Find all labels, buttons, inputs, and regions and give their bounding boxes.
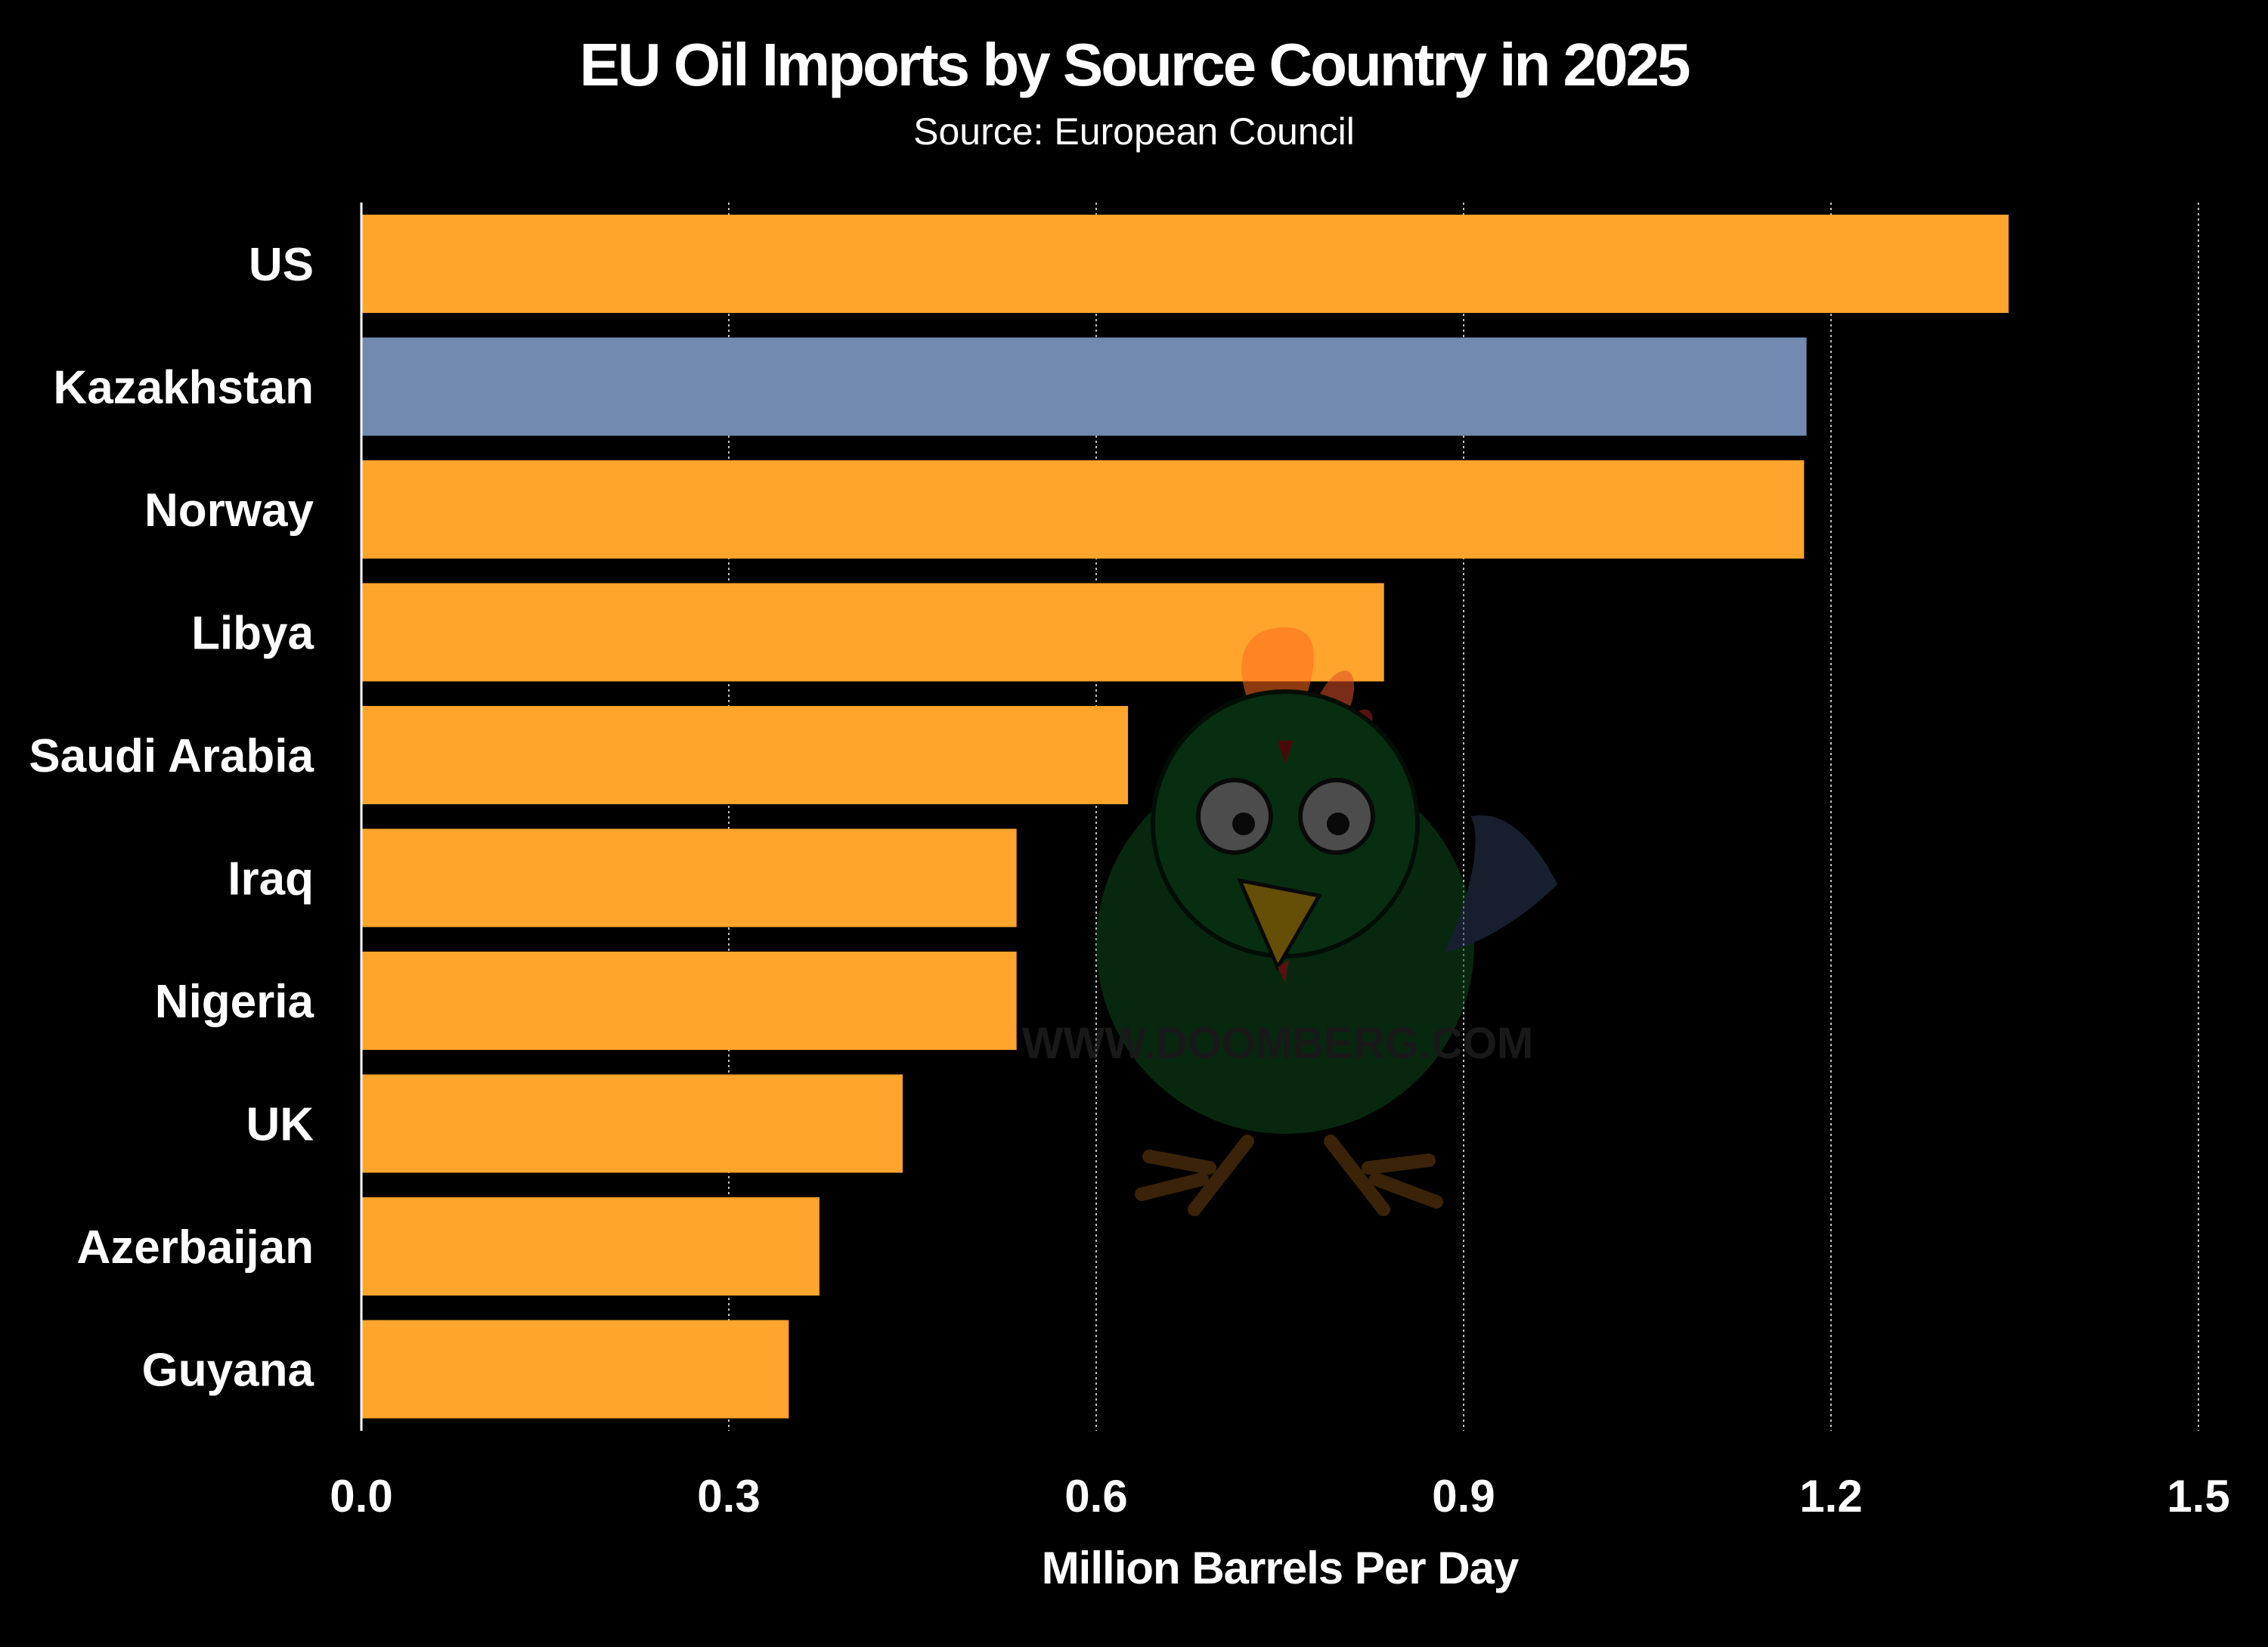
category-label: US [249,239,314,291]
bar-us [361,215,2009,313]
bar-saudi-arabia [361,706,1129,804]
category-label: Guyana [142,1345,314,1397]
x-tick-label: 0.9 [1432,1471,1495,1522]
bar-nigeria [361,952,1017,1050]
x-tick-label: 0.0 [330,1471,392,1522]
x-tick-label: 0.6 [1064,1471,1127,1522]
bar-kazakhstan [361,337,1807,436]
bars [361,215,2009,1419]
bar-guyana [361,1320,789,1419]
chicken-mascot-icon: WWW.DOOMBERG.COM [1022,627,1557,1216]
bar-libya [361,583,1384,682]
bar-azerbaijan [361,1197,820,1296]
bar-uk [361,1074,903,1173]
bar-iraq [361,828,1017,927]
watermark-text: WWW.DOOMBERG.COM [1022,1019,1534,1068]
x-tick-label: 0.3 [697,1471,760,1522]
category-label: Saudi Arabia [29,730,314,782]
category-label: Nigeria [155,976,314,1028]
category-label: UK [246,1099,314,1151]
x-axis-ticks: 0.0 0.3 0.6 0.9 1.2 1.5 [330,1471,2229,1522]
category-label: Libya [191,608,314,660]
x-tick-label: 1.2 [1799,1471,1862,1522]
category-label: Azerbaijan [76,1221,314,1274]
bar-norway [361,460,1805,559]
category-label: Norway [144,485,314,537]
grid-lines [728,203,2199,1431]
category-label: Iraq [228,853,314,906]
category-labels: US Kazakhstan Norway Libya Saudi Arabia Iraq N… [29,239,314,1397]
x-axis-title: Million Barrels Per Day [1042,1543,1520,1593]
category-label: Kazakhstan [53,362,314,414]
chart-title: EU Oil Imports by Source Country in 2025 [579,31,1690,98]
x-tick-label: 1.5 [2167,1471,2229,1522]
chart-subtitle: Source: European Council [913,110,1355,153]
